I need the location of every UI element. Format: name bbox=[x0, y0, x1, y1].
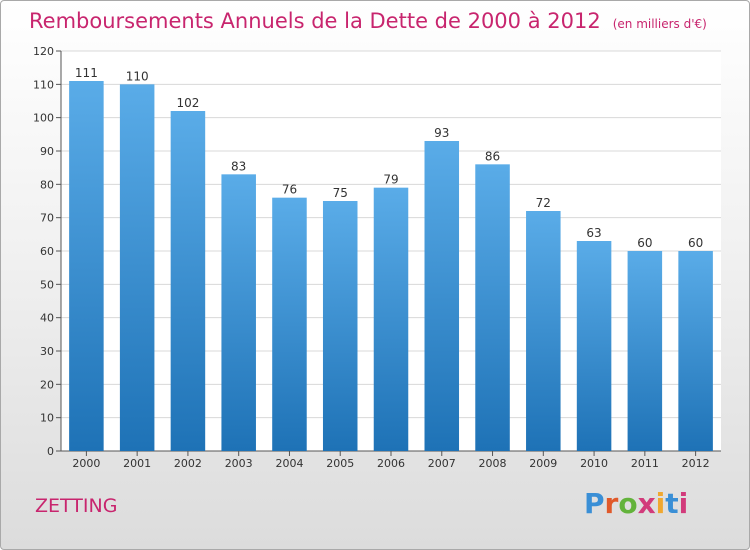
y-tick-label: 10 bbox=[40, 412, 54, 425]
data-label: 110 bbox=[126, 69, 149, 83]
y-tick-label: 60 bbox=[40, 245, 54, 258]
x-tick-label: 2003 bbox=[225, 457, 253, 470]
data-label: 72 bbox=[536, 196, 551, 210]
data-label: 75 bbox=[333, 186, 348, 200]
y-tick-label: 90 bbox=[40, 145, 54, 158]
logo-letter: x bbox=[637, 487, 656, 520]
data-label: 86 bbox=[485, 149, 500, 163]
unit-label: (en milliers d'€) bbox=[612, 17, 707, 31]
data-label: 60 bbox=[688, 236, 703, 250]
data-label: 79 bbox=[383, 173, 398, 187]
x-tick-label: 2012 bbox=[682, 457, 710, 470]
logo-letter: t bbox=[665, 487, 679, 520]
logo-letter: i bbox=[655, 487, 666, 520]
bar bbox=[119, 84, 155, 451]
data-label: 111 bbox=[75, 66, 98, 80]
data-label: 63 bbox=[586, 226, 601, 240]
bar bbox=[69, 81, 104, 451]
data-label: 83 bbox=[231, 159, 246, 173]
y-tick-label: 110 bbox=[33, 78, 54, 91]
y-tick-label: 0 bbox=[47, 445, 54, 458]
commune-name: ZETTING bbox=[35, 495, 118, 517]
bar bbox=[627, 251, 663, 451]
bar bbox=[322, 201, 358, 451]
bar bbox=[424, 141, 460, 451]
x-tick-label: 2002 bbox=[174, 457, 202, 470]
logo-letter: o bbox=[618, 487, 638, 520]
data-label: 60 bbox=[637, 236, 652, 250]
data-label: 102 bbox=[176, 96, 199, 110]
x-tick-label: 2011 bbox=[631, 457, 659, 470]
y-tick-label: 100 bbox=[33, 112, 54, 125]
x-tick-label: 2006 bbox=[377, 457, 405, 470]
bar bbox=[475, 164, 510, 452]
data-label: 76 bbox=[282, 183, 297, 197]
data-label: 93 bbox=[434, 126, 449, 140]
y-tick-label: 30 bbox=[40, 345, 54, 358]
y-tick-label: 70 bbox=[40, 212, 54, 225]
logo-letter: P bbox=[584, 487, 605, 520]
x-tick-label: 2005 bbox=[326, 457, 354, 470]
x-tick-label: 2000 bbox=[72, 457, 100, 470]
bar bbox=[373, 187, 409, 451]
bar bbox=[576, 241, 612, 451]
chart-title: Remboursements Annuels de la Dette de 20… bbox=[29, 9, 707, 33]
x-tick-label: 2008 bbox=[479, 457, 507, 470]
bar bbox=[678, 251, 713, 451]
logo-letter: i bbox=[678, 487, 689, 520]
bar bbox=[170, 111, 206, 451]
y-tick-label: 20 bbox=[40, 378, 54, 391]
x-tick-label: 2009 bbox=[529, 457, 557, 470]
bar bbox=[526, 211, 561, 451]
bar bbox=[221, 174, 256, 452]
x-tick-label: 2007 bbox=[428, 457, 456, 470]
y-tick-label: 40 bbox=[40, 312, 54, 325]
y-tick-label: 80 bbox=[40, 178, 54, 191]
x-tick-label: 2010 bbox=[580, 457, 608, 470]
x-tick-label: 2001 bbox=[123, 457, 151, 470]
bar bbox=[272, 197, 307, 451]
x-tick-label: 2004 bbox=[275, 457, 303, 470]
chart-title-text: Remboursements Annuels de la Dette de 20… bbox=[29, 9, 601, 33]
logo-letter: r bbox=[604, 487, 619, 520]
proxiti-logo: Proxiti bbox=[584, 487, 688, 520]
y-tick-label: 50 bbox=[40, 278, 54, 291]
y-tick-label: 120 bbox=[33, 45, 54, 58]
